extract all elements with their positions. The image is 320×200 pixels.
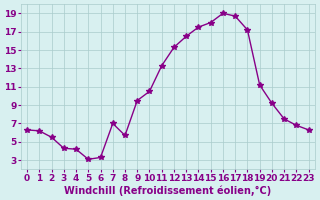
X-axis label: Windchill (Refroidissement éolien,°C): Windchill (Refroidissement éolien,°C): [64, 185, 271, 196]
